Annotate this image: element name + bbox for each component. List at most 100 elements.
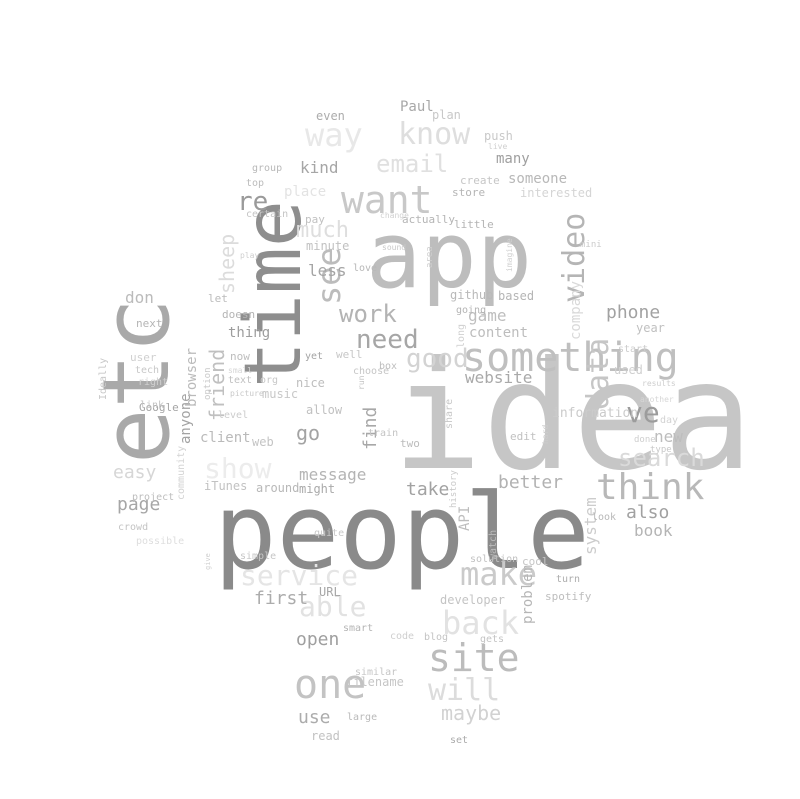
word-live: live	[488, 142, 507, 151]
word-simple: simple	[240, 551, 276, 562]
word-another: another	[640, 395, 674, 404]
word-minute: minute	[306, 239, 349, 253]
word-create: create	[460, 174, 500, 187]
word-show: show	[204, 452, 272, 485]
word-plan: plan	[432, 108, 461, 122]
word-use: use	[298, 707, 331, 728]
word-re: re	[237, 187, 268, 217]
word-filename: filename	[346, 675, 404, 689]
word-start: start	[618, 344, 648, 355]
word-ideally: Ideally	[98, 358, 109, 400]
word-store: store	[452, 186, 485, 199]
word-large: large	[347, 712, 377, 723]
word-hard: hard	[541, 425, 550, 444]
word-better: better	[498, 472, 563, 493]
word-around: around	[256, 481, 299, 495]
word-user: user	[130, 351, 157, 364]
word-watch: watch	[488, 530, 499, 560]
word-app: app	[366, 202, 532, 309]
word-etc: etc	[83, 298, 190, 464]
word-web: web	[252, 435, 274, 449]
word-long: long	[456, 324, 467, 348]
word-sound: sound	[382, 243, 406, 252]
word-time: time	[229, 200, 319, 388]
word-change: change	[380, 211, 409, 220]
word-let: let	[208, 292, 228, 305]
word-maybe: maybe	[441, 701, 501, 725]
word-don: don	[125, 288, 154, 307]
word-run: run	[357, 375, 366, 390]
word-allow: allow	[306, 403, 343, 417]
word-thing: thing	[228, 325, 270, 341]
word-good: good	[406, 344, 469, 374]
word-sheep: sheep	[215, 234, 239, 294]
word-site: site	[428, 636, 520, 680]
word-based: based	[498, 289, 534, 303]
word-page: page	[117, 494, 160, 515]
word-company: company	[568, 281, 584, 340]
word-blog: blog	[424, 632, 448, 643]
word-much: much	[296, 218, 349, 243]
word-one: one	[294, 662, 366, 708]
word-give: give	[204, 553, 212, 570]
word-know: know	[398, 117, 471, 152]
word-api: API	[457, 506, 473, 531]
word-done: done	[634, 435, 656, 445]
word-gets: gets	[480, 634, 504, 645]
word-will: will	[428, 673, 500, 708]
word-type: type	[650, 445, 672, 455]
word-see: see	[310, 247, 348, 305]
word-idea: idea	[392, 330, 753, 504]
word-history: history	[449, 469, 459, 508]
word-small: small	[228, 366, 252, 375]
word-think: think	[596, 467, 705, 508]
word-nice: nice	[296, 376, 325, 390]
word-github: github	[450, 288, 493, 302]
word-work: work	[339, 300, 397, 328]
word-next: next	[136, 317, 163, 330]
word-share: share	[444, 399, 455, 429]
word-possible: possible	[136, 536, 184, 547]
word-less: less	[308, 261, 347, 280]
word-google: Google	[139, 401, 179, 414]
word-area: area	[425, 246, 435, 268]
word-picture: picture	[230, 389, 264, 398]
word-text: text	[228, 375, 252, 386]
word-play: play	[240, 251, 259, 260]
word-email: email	[376, 150, 448, 178]
word-even: even	[316, 109, 345, 123]
word-project: project	[132, 492, 174, 503]
word-community: community	[176, 446, 187, 500]
word-browser: browser	[184, 348, 200, 407]
word-doesn: doesn	[222, 308, 255, 321]
word-day: day	[660, 415, 678, 426]
word-data: data	[581, 338, 616, 410]
word-people: people	[214, 471, 590, 593]
word-phone: phone	[606, 302, 660, 323]
word-book: book	[634, 521, 673, 540]
word-cool: cool	[522, 555, 549, 568]
word-tech: tech	[135, 365, 159, 376]
word-read: read	[311, 729, 340, 743]
word-open: open	[296, 629, 339, 650]
word-little: little	[454, 218, 494, 231]
word-find: find	[360, 407, 381, 450]
word-level: level	[218, 410, 248, 421]
word-new: new	[654, 427, 683, 446]
word-actually: actually	[402, 213, 455, 226]
word-way: way	[305, 116, 363, 154]
word-train: train	[368, 428, 398, 439]
word-imagine: imagine	[505, 238, 514, 272]
word-going: going	[456, 305, 486, 316]
word-pay: pay	[305, 213, 325, 226]
word-option: option	[203, 367, 213, 400]
word-yet: yet	[305, 351, 323, 362]
word-edit: edit	[510, 430, 537, 443]
word-url: URL	[319, 585, 341, 599]
word-paul: Paul	[400, 99, 434, 115]
word-smart: smart	[343, 623, 373, 634]
word-used: used	[614, 363, 643, 377]
word-go: go	[296, 421, 320, 445]
